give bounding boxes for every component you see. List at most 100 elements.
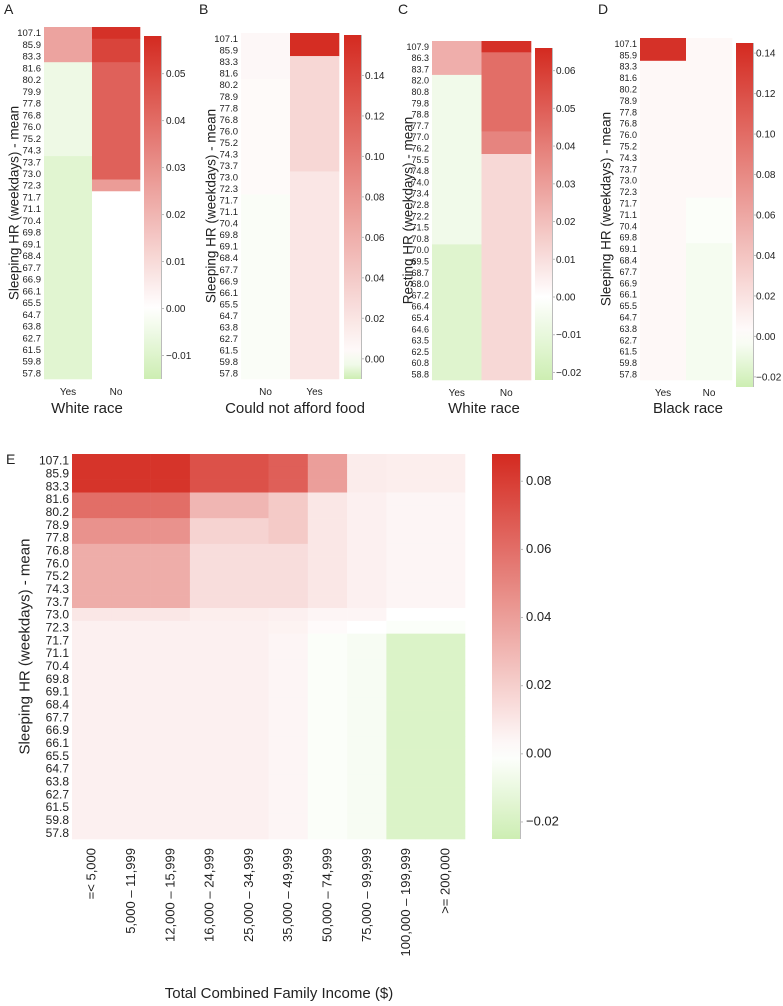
y-tick-label: 68.4: [220, 253, 239, 264]
y-axis-label: Resting HR (weekdays) - mean: [401, 117, 416, 305]
heatmap-cell: [111, 595, 151, 609]
heatmap-cell: [307, 556, 348, 570]
y-tick-label: 75.5: [411, 155, 429, 165]
y-tick-label: 61.5: [23, 345, 42, 356]
heatmap-cell: [347, 492, 387, 506]
x-axis-label: Could not afford food: [225, 400, 365, 417]
heatmap-cell: [481, 52, 532, 132]
heatmap-cell: [189, 646, 230, 660]
heatmap-cell: [268, 479, 309, 493]
heatmap-cell: [307, 633, 348, 647]
heatmap-cell: [189, 569, 230, 583]
heatmap-cell: [268, 633, 309, 647]
heatmap-cell: [72, 454, 112, 468]
colorbar-tick-label: 0.10: [365, 152, 385, 163]
x-tick-label: 25,000 – 34,999: [241, 848, 256, 942]
heatmap-cell: [686, 38, 733, 198]
colorbar-tick-label: 0.14: [365, 71, 385, 82]
heatmap-cell: [347, 800, 387, 814]
y-tick-label: 66.9: [220, 276, 239, 287]
y-tick-label: 62.7: [46, 787, 70, 801]
heatmap-cell: [386, 531, 426, 545]
heatmap-cell: [347, 454, 387, 468]
y-tick-label: 69.8: [23, 228, 42, 239]
x-tick-label: No: [110, 387, 123, 398]
y-tick-label: 62.5: [411, 347, 429, 357]
y-tick-label: 71.5: [411, 223, 429, 233]
heatmap-cell: [307, 826, 348, 840]
heatmap-cell: [44, 27, 93, 63]
heatmap-cell: [189, 697, 230, 711]
y-tick-label: 74.3: [220, 149, 239, 160]
heatmap-cell: [189, 826, 230, 840]
heatmap-cell: [150, 646, 191, 660]
heatmap-cell: [111, 505, 151, 519]
heatmap-cell: [229, 633, 269, 647]
heatmap-cell: [268, 608, 309, 622]
heatmap-cell: [307, 762, 348, 776]
y-tick-label: 85.9: [23, 40, 42, 51]
x-tick-label: 35,000 – 49,999: [280, 848, 295, 942]
heatmap-cell: [386, 800, 426, 814]
x-axis-label: Black race: [653, 400, 723, 417]
heatmap-cell: [150, 466, 191, 480]
y-tick-label: 66.1: [46, 736, 70, 750]
x-tick-labels: No Yes: [259, 387, 323, 398]
y-tick-label: 83.3: [23, 52, 42, 63]
y-tick-label: 72.3: [23, 181, 42, 192]
y-tick-label: 69.5: [411, 257, 429, 267]
heatmap-cell: [425, 646, 466, 660]
y-tick-label: 81.6: [220, 69, 239, 80]
y-tick-label: 73.7: [23, 157, 42, 168]
heatmap-cell: [92, 27, 141, 40]
x-tick-label: No: [500, 388, 513, 399]
y-tick-label: 71.7: [23, 192, 42, 203]
heatmap-cell: [386, 569, 426, 583]
y-tick-label: 71.7: [619, 198, 637, 208]
heatmap-cell: [425, 749, 466, 763]
y-tick-label: 77.8: [46, 531, 70, 545]
heatmap-cell: [347, 749, 387, 763]
y-tick-label: 68.4: [23, 251, 42, 262]
heatmap-cell: [268, 736, 309, 750]
heatmap-cell: [268, 723, 309, 737]
y-tick-label: 85.9: [220, 46, 239, 57]
colorbar-tick-labels: 0.08 0.06 0.04 0.02 0.00 −0.02: [520, 473, 559, 828]
y-tick-label: 78.8: [411, 110, 429, 120]
y-tick-label: 74.3: [619, 153, 637, 163]
heatmap-cell: [229, 492, 269, 506]
y-tick-label: 65.4: [411, 313, 429, 323]
heatmap-cell: [425, 556, 466, 570]
heatmap-cell: [640, 38, 687, 62]
heatmap-cell: [268, 595, 309, 609]
heatmap-cell: [347, 543, 387, 557]
heatmap-cell: [229, 595, 269, 609]
heatmap-cell: [111, 710, 151, 724]
heatmap-cell: [425, 620, 466, 634]
heatmap-cell: [189, 762, 230, 776]
y-tick-label: 67.7: [220, 265, 239, 276]
y-tick-label: 76.0: [220, 126, 239, 137]
y-axis-label: Sleeping HR (weekdays) - mean: [7, 106, 22, 300]
heatmap-cells: [640, 38, 733, 381]
heatmap-cell: [150, 787, 191, 801]
heatmap-cell: [432, 74, 482, 245]
heatmap-cell: [111, 531, 151, 545]
colorbar-tick-label: −0.01: [556, 330, 582, 341]
heatmap-cell: [229, 531, 269, 545]
x-tick-labels: =< 5,000 5,000 – 11,999 12,000 – 15,999 16,…: [84, 848, 453, 956]
heatmap-cell: [686, 243, 733, 381]
heatmap-cell: [347, 646, 387, 660]
y-tick-labels: 107.185.9 83.381.680.2 78.977.8 76.876.075.…: [614, 39, 637, 380]
heatmap-cell: [347, 826, 387, 840]
y-tick-label: 63.5: [411, 336, 429, 346]
colorbar-tick-label: 0.14: [756, 49, 776, 60]
heatmap-cell: [347, 531, 387, 545]
heatmap-cell: [111, 620, 151, 634]
heatmap-cell: [386, 723, 426, 737]
y-tick-label: 62.7: [220, 334, 239, 345]
heatmap-cell: [425, 774, 466, 788]
heatmap-cell: [686, 197, 733, 244]
heatmap-cell: [425, 505, 466, 519]
heatmap-cell: [386, 749, 426, 763]
